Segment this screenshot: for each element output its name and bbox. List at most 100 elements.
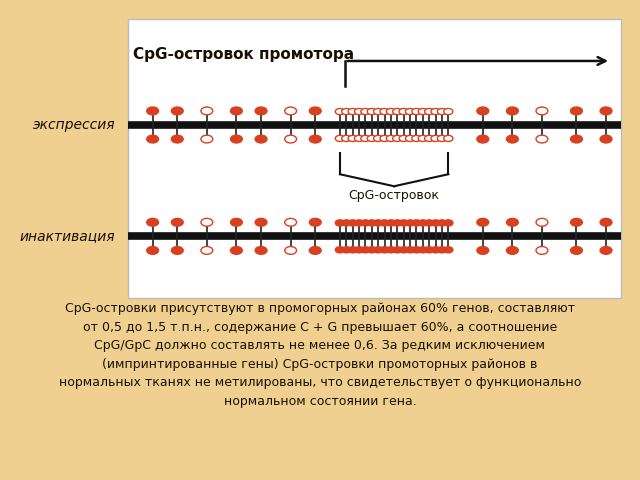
Ellipse shape [255,218,267,226]
Ellipse shape [147,218,159,226]
Ellipse shape [285,107,296,115]
Ellipse shape [412,220,421,226]
Ellipse shape [309,218,321,226]
Text: инактивация: инактивация [20,229,115,243]
Ellipse shape [600,218,612,226]
Ellipse shape [570,135,582,143]
Ellipse shape [477,135,489,143]
Ellipse shape [374,220,383,226]
Ellipse shape [387,247,396,253]
Ellipse shape [477,218,489,226]
Ellipse shape [374,108,383,115]
Ellipse shape [348,247,357,253]
Ellipse shape [255,135,267,143]
Ellipse shape [361,108,370,115]
Ellipse shape [437,220,447,226]
Text: CpG-островки присутствуют в промогорных районах 60% генов, составляют
от 0,5 до : CpG-островки присутствуют в промогорных … [59,302,581,408]
Ellipse shape [355,108,364,115]
Ellipse shape [536,135,548,143]
Ellipse shape [285,135,296,143]
Ellipse shape [406,108,415,115]
Ellipse shape [536,247,548,254]
Ellipse shape [230,247,243,254]
Ellipse shape [600,135,612,143]
Ellipse shape [418,108,428,115]
Ellipse shape [367,108,376,115]
Ellipse shape [418,135,428,142]
Ellipse shape [418,220,428,226]
Ellipse shape [355,135,364,142]
Ellipse shape [506,135,518,143]
Ellipse shape [536,107,548,115]
Ellipse shape [172,135,183,143]
Ellipse shape [201,247,212,254]
Ellipse shape [342,220,351,226]
Ellipse shape [536,218,548,226]
Ellipse shape [506,218,518,226]
Ellipse shape [444,135,453,142]
Ellipse shape [570,107,582,115]
Ellipse shape [348,108,357,115]
Ellipse shape [172,107,183,115]
Ellipse shape [399,220,408,226]
Ellipse shape [335,247,344,253]
Text: экспрессия: экспрессия [33,118,115,132]
Ellipse shape [600,107,612,115]
Ellipse shape [431,108,440,115]
Ellipse shape [172,218,183,226]
Ellipse shape [380,108,389,115]
Ellipse shape [444,108,453,115]
Ellipse shape [147,107,159,115]
Ellipse shape [424,135,434,142]
Ellipse shape [600,247,612,254]
Ellipse shape [570,218,582,226]
Ellipse shape [355,247,364,253]
Ellipse shape [444,247,453,253]
Ellipse shape [444,220,453,226]
Ellipse shape [437,135,447,142]
Ellipse shape [406,247,415,253]
Ellipse shape [506,107,518,115]
Ellipse shape [355,220,364,226]
Ellipse shape [399,135,408,142]
Ellipse shape [412,108,421,115]
Ellipse shape [399,247,408,253]
Ellipse shape [424,220,434,226]
Ellipse shape [387,135,396,142]
Ellipse shape [393,135,402,142]
Ellipse shape [374,247,383,253]
Ellipse shape [387,220,396,226]
Ellipse shape [393,220,402,226]
Ellipse shape [230,218,243,226]
Ellipse shape [348,135,357,142]
Ellipse shape [424,108,434,115]
Text: CpG-островок: CpG-островок [349,189,440,202]
Ellipse shape [431,220,440,226]
Ellipse shape [477,107,489,115]
Ellipse shape [335,220,344,226]
Ellipse shape [361,135,370,142]
Ellipse shape [412,247,421,253]
Ellipse shape [406,135,415,142]
Ellipse shape [348,220,357,226]
Ellipse shape [255,247,267,254]
Ellipse shape [387,108,396,115]
Ellipse shape [437,108,447,115]
Ellipse shape [309,107,321,115]
Ellipse shape [361,247,370,253]
Ellipse shape [309,247,321,254]
Ellipse shape [335,135,344,142]
Ellipse shape [201,218,212,226]
Ellipse shape [367,135,376,142]
Ellipse shape [342,247,351,253]
Ellipse shape [393,108,402,115]
Ellipse shape [380,247,389,253]
Ellipse shape [230,107,243,115]
Ellipse shape [361,220,370,226]
Ellipse shape [418,247,428,253]
Ellipse shape [431,247,440,253]
Text: CpG-островок промотора: CpG-островок промотора [133,47,354,62]
Ellipse shape [172,247,183,254]
Ellipse shape [406,220,415,226]
Ellipse shape [477,247,489,254]
